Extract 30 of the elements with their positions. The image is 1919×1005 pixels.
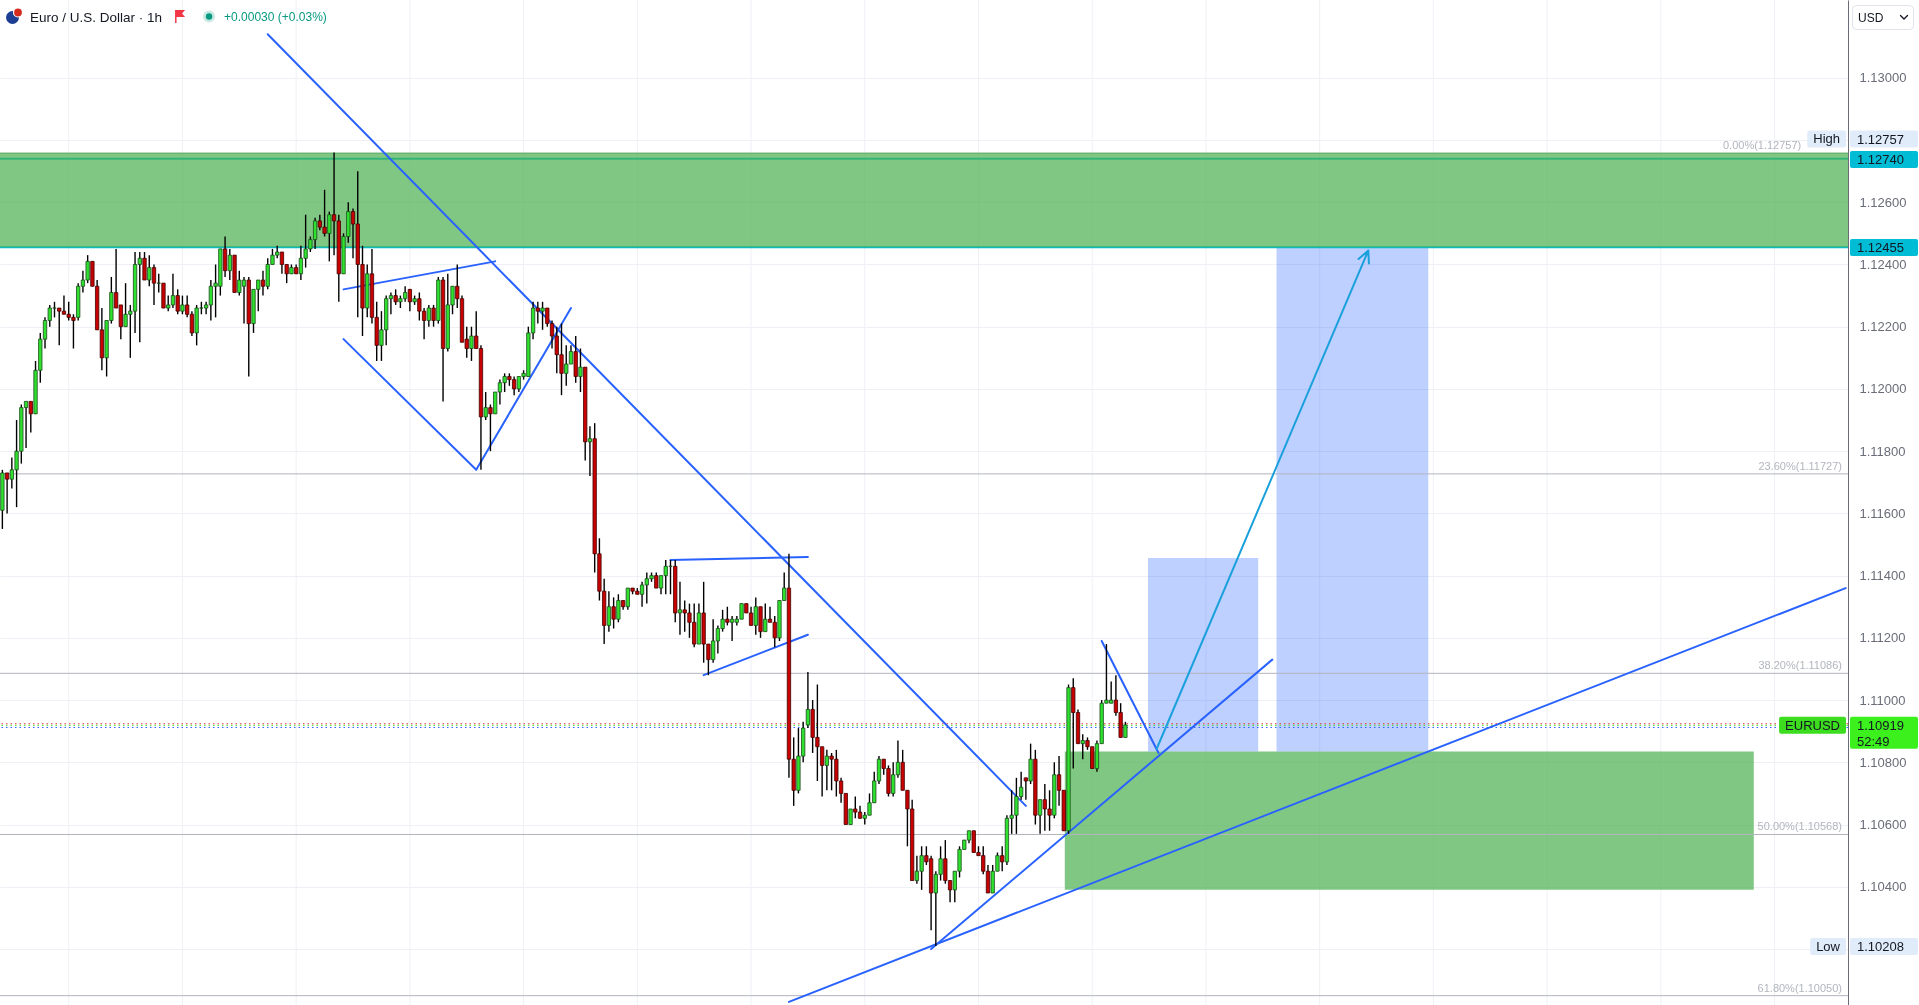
ref-line-label: 0.00%(1.12757) [1722, 139, 1802, 152]
text: 1.10919 [1857, 717, 1904, 733]
y-tick-label: 1.10600 [1859, 817, 1907, 833]
text: 1.12757 [1857, 131, 1904, 147]
text: USD [1858, 11, 1884, 25]
y-tick-label: 1.13000 [1859, 70, 1907, 86]
text: +0.00030 (+0.03%) [224, 10, 327, 24]
y-tick-label: 1.11800 [1859, 443, 1906, 459]
ref-line-label: 50.00%(1.10568) [1757, 820, 1842, 833]
y-tick-label: 1.11000 [1859, 692, 1906, 708]
annotation: Low [1816, 939, 1841, 954]
text: 1.12740 [1857, 152, 1904, 167]
ref-line-label: 38.20%(1.11086) [1758, 659, 1842, 672]
y-tick-label: 1.11200 [1859, 630, 1906, 646]
y-tick-label: 1.12000 [1859, 381, 1907, 397]
text: Euro / U.S. Dollar · 1h [30, 9, 163, 25]
y-tick-label: 1.11400 [1859, 568, 1906, 584]
y-tick-label: 1.11600 [1859, 505, 1906, 521]
y-tick-label: 1.10800 [1859, 754, 1907, 770]
y-tick-label: 1.12600 [1859, 194, 1907, 210]
annotation: High [1813, 131, 1840, 147]
y-tick-label: 1.12200 [1859, 319, 1907, 335]
text: 1.10208 [1857, 939, 1904, 954]
text: 1.12455 [1857, 240, 1904, 256]
y-tick-label: 1.10400 [1859, 879, 1907, 895]
y-tick-label: 1.12400 [1859, 256, 1907, 272]
text: 52:49 [1857, 734, 1890, 750]
annotation: EURUSD [1785, 717, 1840, 733]
ref-line-label: 23.60%(1.11727) [1758, 459, 1842, 472]
ref-line-label: 61.80%(1.10050) [1757, 981, 1842, 994]
